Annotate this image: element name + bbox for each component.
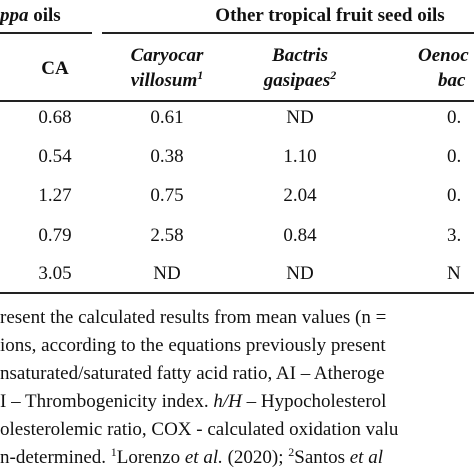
cell: 1.10	[283, 146, 317, 167]
column-header-text: Bactris	[272, 45, 328, 66]
column-header: CA	[41, 58, 69, 79]
column-header-text: villosum	[130, 70, 198, 91]
group-right-header: Other tropical fruit seed oils	[215, 5, 445, 26]
column-header: Bactris	[272, 45, 328, 67]
cell: 3.	[447, 225, 462, 246]
cell: 2.04	[283, 185, 317, 206]
footnote-line: ions, according to the equations previou…	[0, 335, 386, 357]
footnote-ref: 1	[197, 68, 204, 82]
column-header-text: bac	[438, 70, 466, 91]
group-left-header: ppa oils	[0, 5, 61, 27]
footnote-text: Lorenzo	[116, 447, 185, 468]
footnote-text: n-determined.	[0, 447, 111, 468]
footnote-text: 1	[110, 445, 117, 459]
cell: 0.	[447, 185, 462, 206]
group-left-italic: ppa	[0, 5, 29, 26]
rule	[0, 100, 474, 102]
group-left-rest: oils	[28, 5, 61, 26]
rule	[0, 32, 92, 34]
cell: 2.58	[150, 225, 184, 246]
footnote-text: olesterolemic ratio, COX - calculated ox…	[0, 419, 399, 440]
footnote-text: Santos	[294, 447, 350, 468]
footnote-text: ions, according to the equations previou…	[0, 335, 386, 356]
cell: 0.68	[38, 107, 72, 128]
cell: 0.79	[38, 225, 72, 246]
footnote-text: I – Thrombogenicity index.	[0, 391, 214, 412]
cell: 0.	[447, 107, 462, 128]
footnote-ref: 2	[330, 68, 337, 82]
column-header: villosum1	[130, 68, 204, 92]
column-header: Oenoc	[418, 45, 469, 67]
cell: 0.	[447, 146, 462, 167]
rule	[102, 32, 474, 34]
cell: ND	[286, 107, 314, 128]
footnote-line: olesterolemic ratio, COX - calculated ox…	[0, 419, 398, 441]
cell: 1.27	[38, 185, 72, 206]
footnote-text: nsaturated/saturated fatty acid ratio, A…	[0, 363, 385, 384]
footnote-line: resent the calculated results from mean …	[0, 307, 386, 329]
cell: N	[447, 263, 461, 284]
cell: 0.54	[38, 146, 72, 167]
cell: 0.75	[150, 185, 184, 206]
cell: ND	[286, 263, 314, 284]
cell: 3.05	[38, 263, 72, 284]
column-header: bac	[438, 70, 465, 92]
column-header-text: gasipaes	[263, 70, 331, 91]
footnote-text: h/H	[213, 391, 242, 412]
cell: ND	[153, 263, 181, 284]
column-header-text: Caryocar	[130, 45, 204, 66]
column-header: Caryocar	[131, 45, 204, 67]
cell: 0.38	[150, 146, 184, 167]
column-header-text: Oenoc	[418, 45, 469, 66]
footnote-text: resent the calculated results from mean …	[0, 307, 387, 328]
rule	[0, 292, 474, 294]
cell: 0.61	[150, 107, 184, 128]
cell: 0.84	[283, 225, 317, 246]
footnote-text: et al.	[184, 447, 223, 468]
footnote-text: – Hypocholesterol	[241, 391, 387, 412]
footnote-line: nsaturated/saturated fatty acid ratio, A…	[0, 363, 385, 385]
footnote-text: (2020);	[222, 447, 289, 468]
column-header: gasipaes2	[263, 68, 337, 92]
footnote-line: n-determined. 1Lorenzo et al. (2020); 2S…	[0, 445, 383, 469]
footnote-text: et al	[349, 447, 383, 468]
footnote-line: I – Thrombogenicity index. h/H – Hypocho…	[0, 391, 386, 413]
footnote-text: 2	[288, 445, 295, 459]
